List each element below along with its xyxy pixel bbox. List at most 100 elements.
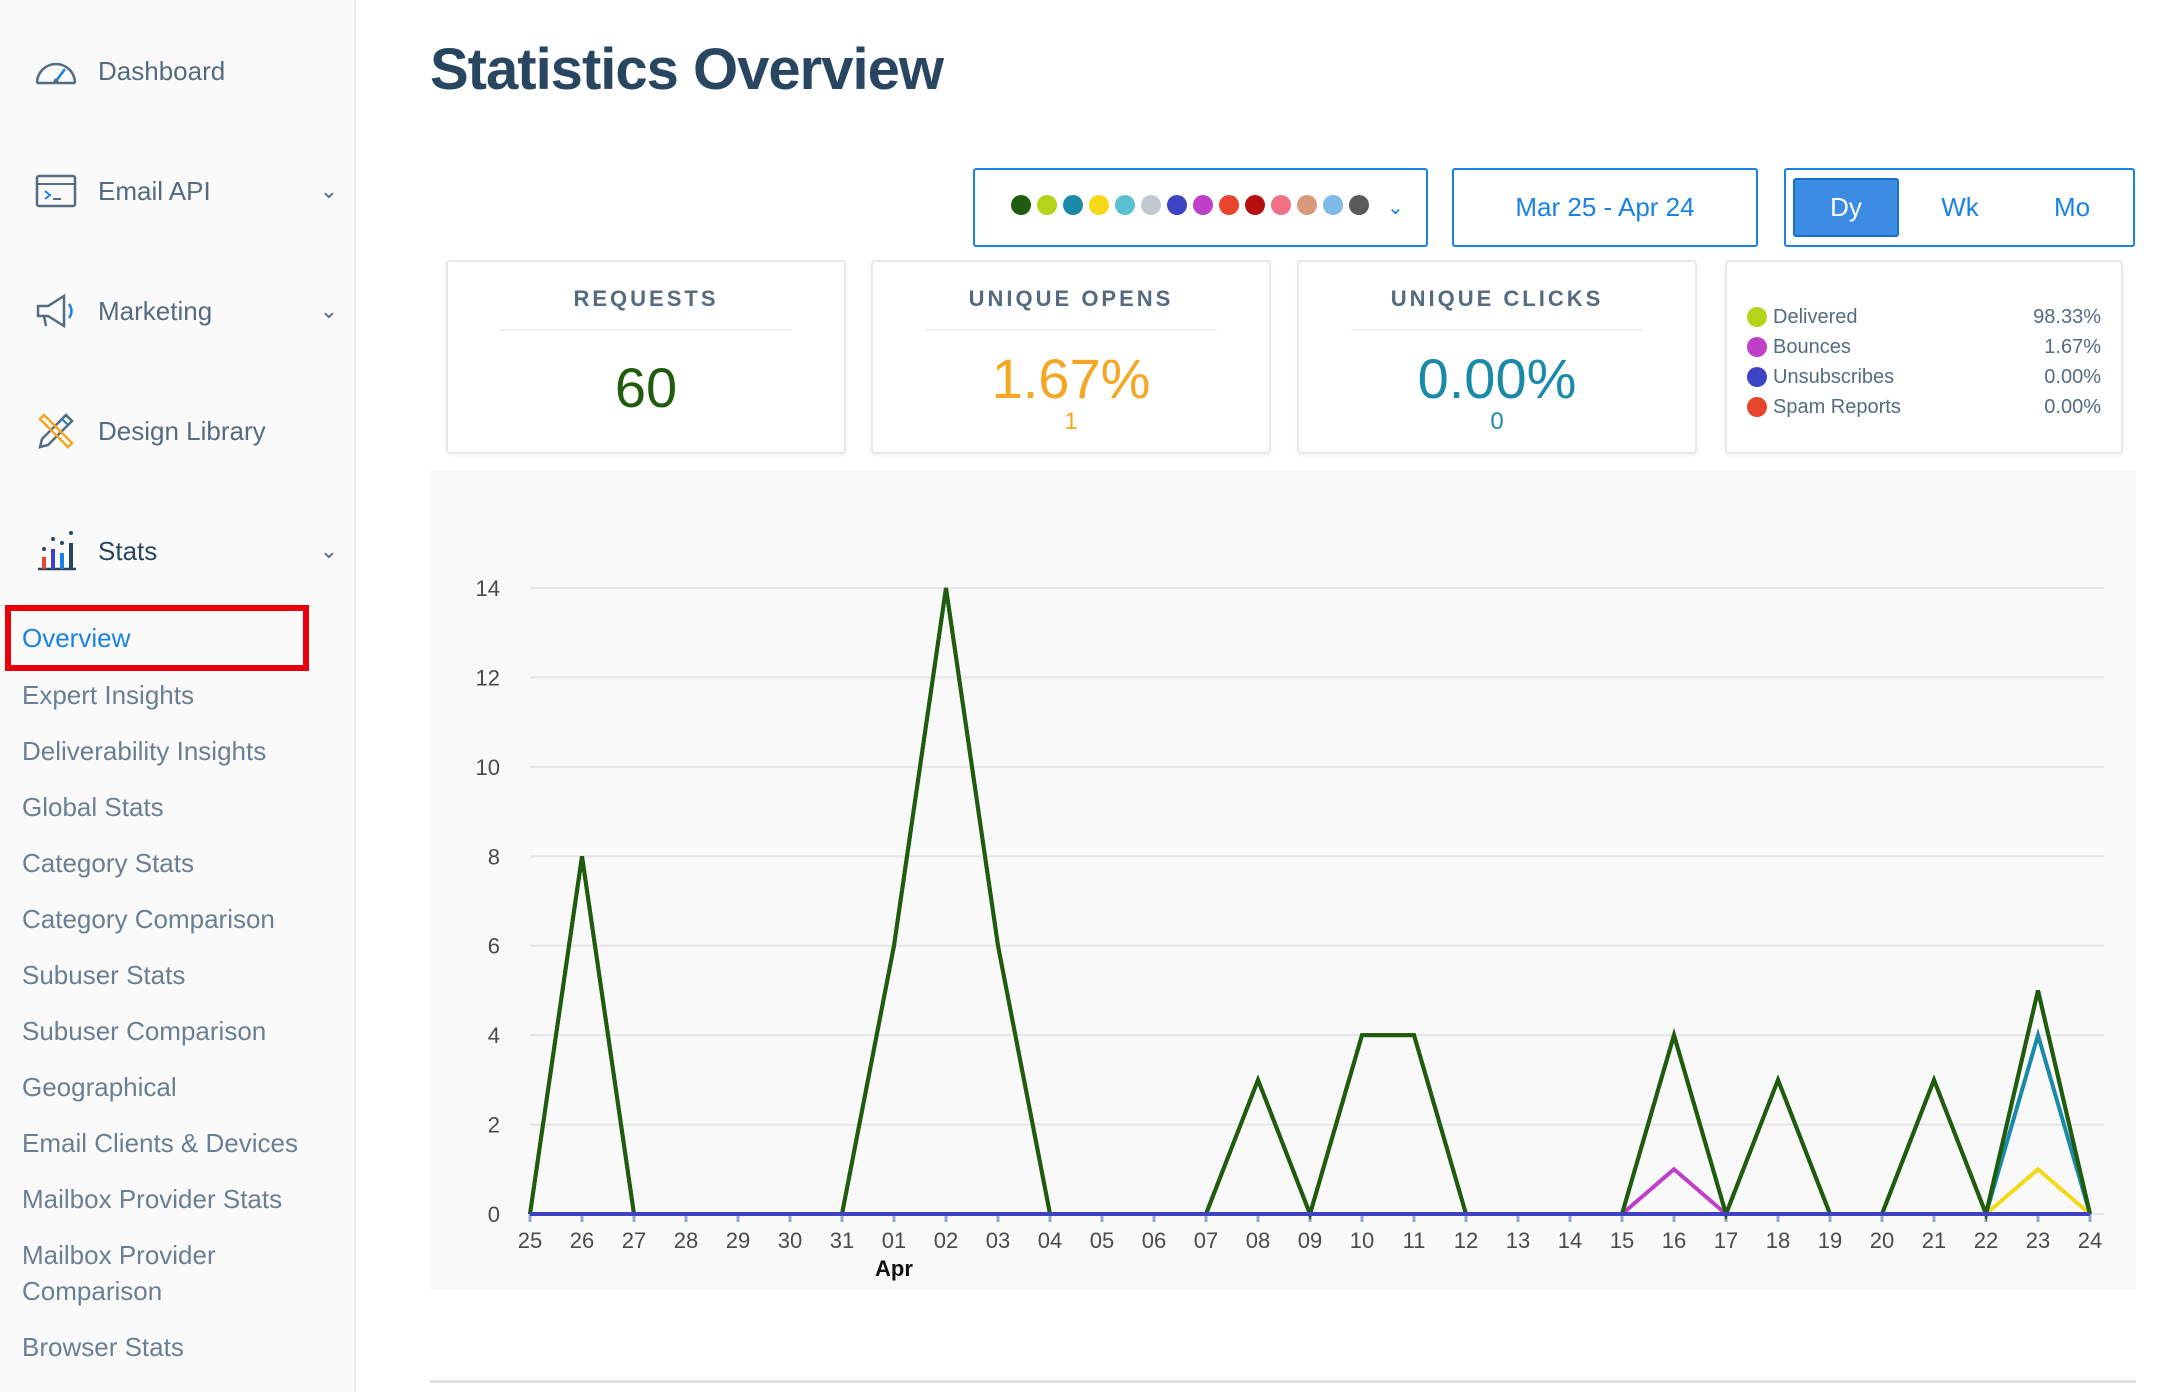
sidebar-item-deliverability-insights[interactable]: Deliverability Insights <box>22 736 267 766</box>
legend-row-delivered[interactable]: Delivered 98.33% <box>1747 302 2101 332</box>
delivery-legend-card: Delivered 98.33% Bounces 1.67% Unsubscri… <box>1725 260 2123 454</box>
legend-row-spam-reports[interactable]: Spam Reports 0.00% <box>1747 392 2101 422</box>
unique-opens-value: 1.67% <box>991 347 1151 410</box>
megaphone-icon <box>33 288 79 334</box>
period-day-button[interactable]: Dy <box>1793 178 1899 237</box>
divider <box>1351 329 1643 331</box>
sidebar-item-label: Comparison <box>22 1276 163 1306</box>
sidebar-item-subuser-stats[interactable]: Subuser Stats <box>22 960 186 990</box>
x-tick-label: 25 <box>518 1228 542 1253</box>
period-week-button[interactable]: Wk <box>1941 192 1979 222</box>
x-tick-label: 24 <box>2078 1228 2102 1253</box>
legend-pct: 1.67% <box>2044 335 2101 358</box>
legend-pct: 0.00% <box>2044 365 2101 388</box>
nav-design-library[interactable]: Design Library <box>0 396 356 466</box>
x-tick-label: 01 <box>882 1228 906 1253</box>
series-color-dot <box>1245 195 1265 215</box>
pencil-ruler-icon <box>33 408 79 454</box>
series-color-dot <box>1349 195 1369 215</box>
legend-row-unsubscribes[interactable]: Unsubscribes 0.00% <box>1747 362 2101 392</box>
nav-email-api[interactable]: Email API ⌄ <box>0 156 356 226</box>
period-toggle: Dy Wk Mo <box>1784 168 2135 247</box>
x-tick-label: 23 <box>2026 1228 2050 1253</box>
legend-label: Delivered <box>1773 305 1858 328</box>
legend-label: Bounces <box>1773 335 1851 358</box>
x-tick-label: 31 <box>830 1228 854 1253</box>
sidebar-item-global-stats[interactable]: Global Stats <box>22 792 164 822</box>
x-tick-label: 28 <box>674 1228 698 1253</box>
page-title: Statistics Overview <box>430 37 944 102</box>
chevron-down-icon: ⌄ <box>319 538 338 563</box>
y-tick-label: 12 <box>476 665 500 690</box>
sidebar-item-geographical[interactable]: Geographical <box>22 1072 177 1102</box>
selection-highlight <box>5 605 309 671</box>
unique-clicks-title: UNIQUE CLICKS <box>1390 286 1604 311</box>
requests-card: REQUESTS 60 <box>446 260 846 454</box>
sidebar-item-browser-stats[interactable]: Browser Stats <box>22 1332 184 1362</box>
x-tick-label: 27 <box>622 1228 646 1253</box>
requests-title: REQUESTS <box>573 286 719 311</box>
sidebar-item-subuser-comparison[interactable]: Subuser Comparison <box>22 1016 267 1046</box>
x-tick-label: 06 <box>1142 1228 1166 1253</box>
nav-design-library-label: Design Library <box>98 415 266 446</box>
x-tick-label: 11 <box>1403 1228 1426 1253</box>
legend-pct: 0.00% <box>2044 395 2101 418</box>
nav-stats[interactable]: Stats ⌄ <box>0 516 356 586</box>
x-tick-label: 22 <box>1974 1228 1998 1253</box>
x-tick-label: 20 <box>1870 1228 1894 1253</box>
sidebar-item-expert-insights[interactable]: Expert Insights <box>22 680 194 710</box>
sidebar: Dashboard Email API ⌄ Marketing ⌄ Design… <box>0 0 356 1392</box>
x-tick-label: 26 <box>570 1228 594 1253</box>
period-month-button[interactable]: Mo <box>2053 192 2091 222</box>
nav-stats-label: Stats <box>98 535 158 566</box>
legend-dot <box>1747 337 1767 357</box>
unique-opens-card: UNIQUE OPENS 1.67% 1 <box>871 260 1271 454</box>
series-color-dot <box>1271 195 1291 215</box>
chevron-down-icon: ⌄ <box>319 298 338 323</box>
legend-dot <box>1747 307 1767 327</box>
y-tick-label: 10 <box>476 755 500 780</box>
chevron-down-icon: ⌄ <box>319 178 338 203</box>
series-color-dot <box>1141 195 1161 215</box>
nav-marketing-label: Marketing <box>98 295 213 326</box>
sidebar-item-category-stats[interactable]: Category Stats <box>22 848 194 878</box>
legend-row-bounces[interactable]: Bounces 1.67% <box>1747 332 2101 362</box>
nav-dashboard[interactable]: Dashboard <box>0 36 356 106</box>
divider <box>500 329 792 331</box>
unique-opens-title: UNIQUE OPENS <box>968 286 1174 311</box>
sidebar-item-mailbox-provider-stats[interactable]: Mailbox Provider Stats <box>22 1184 283 1214</box>
x-tick-label: 04 <box>1038 1228 1062 1253</box>
unique-clicks-card: UNIQUE CLICKS 0.00% 0 <box>1297 260 1697 454</box>
x-tick-label: 14 <box>1558 1228 1582 1253</box>
x-tick-label: 19 <box>1818 1228 1842 1253</box>
sidebar-item-mailbox-provider-comparison[interactable]: Mailbox Provider Comparison <box>22 1237 216 1309</box>
x-tick-label: 16 <box>1662 1228 1686 1253</box>
x-tick-label: 07 <box>1194 1228 1218 1253</box>
date-range-button[interactable]: Mar 25 - Apr 24 <box>1452 168 1758 247</box>
y-tick-label: 6 <box>488 934 500 959</box>
legend-pct: 98.33% <box>2033 305 2101 328</box>
series-color-dot <box>1219 195 1239 215</box>
unique-clicks-count: 0 <box>1490 408 1504 435</box>
series-select-dropdown[interactable]: ⌄ <box>973 168 1428 247</box>
sidebar-item-category-comparison[interactable]: Category Comparison <box>22 904 275 934</box>
x-tick-label: 10 <box>1350 1228 1374 1253</box>
speedometer-icon <box>33 48 79 94</box>
legend-dot <box>1747 367 1767 387</box>
x-tick-label: 02 <box>934 1228 958 1253</box>
divider <box>925 329 1217 331</box>
x-tick-label: 15 <box>1610 1228 1634 1253</box>
x-tick-label: 13 <box>1506 1228 1530 1253</box>
chart-area: 0 2 4 6 8 10 12 14 25 26 27 28 29 30 31 01 Apr 02 03 04 05 06… <box>430 470 2136 1290</box>
sidebar-item-overview[interactable]: Overview <box>22 623 131 653</box>
series-color-dots <box>1011 195 1375 220</box>
series-color-dot <box>1115 195 1135 215</box>
sidebar-item-email-clients-devices[interactable]: Email Clients & Devices <box>22 1128 298 1158</box>
requests-value: 60 <box>614 356 678 419</box>
nav-marketing[interactable]: Marketing ⌄ <box>0 276 356 346</box>
month-label: Apr <box>875 1256 913 1281</box>
y-tick-label: 4 <box>488 1023 500 1048</box>
series-color-dot <box>1297 195 1317 215</box>
series-color-dot <box>1063 195 1083 215</box>
y-tick-label: 0 <box>488 1202 500 1227</box>
